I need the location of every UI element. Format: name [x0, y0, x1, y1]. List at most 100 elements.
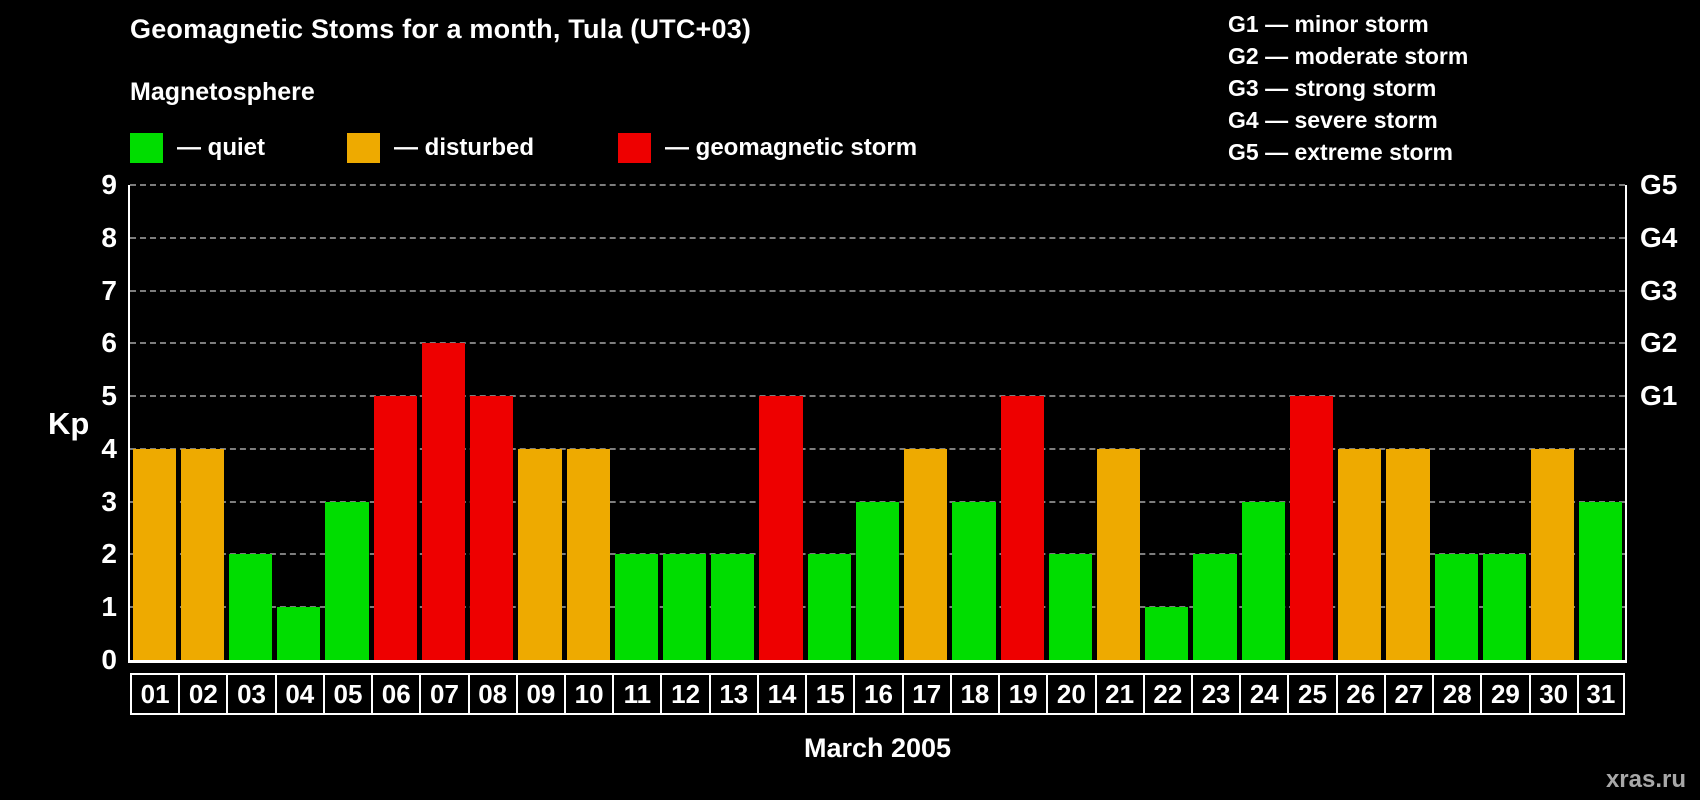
day-label-03: 03 — [226, 673, 277, 715]
day-label-07: 07 — [419, 673, 470, 715]
day-label-08: 08 — [467, 673, 518, 715]
day-label-19: 19 — [998, 673, 1049, 715]
day-label-12: 12 — [660, 673, 711, 715]
bar-day-08 — [470, 396, 514, 660]
gridline-kp-7 — [130, 289, 1625, 292]
y-tick-5: 5 — [101, 380, 117, 412]
day-label-04: 04 — [274, 673, 325, 715]
y-tick-7: 7 — [101, 274, 117, 306]
bar-day-31 — [1579, 501, 1623, 660]
day-label-17: 17 — [901, 673, 952, 715]
y-tick-9: 9 — [101, 169, 117, 200]
bar-day-13 — [711, 554, 755, 660]
day-label-02: 02 — [178, 673, 229, 715]
day-label-05: 05 — [322, 673, 374, 715]
right-tick-g4: G4 — [1640, 221, 1678, 253]
day-label-20: 20 — [1046, 673, 1097, 715]
bar-day-20 — [1048, 554, 1092, 660]
y-tick-6: 6 — [101, 327, 117, 359]
day-label-11: 11 — [612, 673, 663, 715]
bar-day-03 — [228, 554, 273, 660]
storm-scale-g5: G5 — extreme storm — [1228, 139, 1453, 165]
bar-day-17 — [904, 448, 948, 660]
day-label-13: 13 — [708, 673, 759, 715]
bar-day-25 — [1289, 396, 1334, 660]
x-axis-title: March 2005 — [803, 733, 952, 763]
legend-label-disturbed: — disturbed — [394, 134, 535, 161]
bar-day-27 — [1386, 448, 1430, 660]
storm-scale-g2: G2 — moderate storm — [1228, 43, 1469, 69]
day-label-25: 25 — [1287, 673, 1338, 715]
bar-day-29 — [1482, 554, 1527, 660]
gridline-kp-3 — [130, 500, 1625, 503]
x-axis-day-labels: 01 02 03 04 05 06 07 08 09 10 11 12 13 14 15 16 17 18 19 20… — [130, 673, 1625, 715]
bar-day-21 — [1097, 448, 1141, 660]
disturbed-color-swatch — [347, 133, 380, 163]
bar-day-22 — [1145, 607, 1189, 660]
bar-day-11 — [614, 554, 658, 660]
bar-day-23 — [1193, 554, 1237, 660]
storm-scale-g4: G4 — severe storm — [1228, 107, 1438, 133]
x-axis-line — [128, 660, 1627, 663]
gridline-kp-6 — [130, 342, 1625, 345]
day-label-18: 18 — [949, 673, 1001, 715]
right-tick-g3: G3 — [1640, 274, 1678, 306]
legend-item-storm: — geomagnetic storm — [618, 132, 917, 164]
day-label-21: 21 — [1094, 673, 1145, 715]
bar-day-04 — [277, 607, 321, 660]
storm-color-swatch — [618, 133, 651, 163]
day-label-09: 09 — [515, 673, 567, 715]
y-tick-3: 3 — [101, 485, 117, 517]
bar-day-16 — [855, 501, 900, 660]
day-label-06: 06 — [371, 673, 422, 715]
chart-title: Geomagnetic Stoms for a month, Tula (UTC… — [130, 14, 752, 44]
day-label-28: 28 — [1432, 673, 1483, 715]
right-tick-g1: G1 — [1640, 380, 1678, 412]
bar-day-14 — [759, 396, 803, 660]
y-tick-4: 4 — [101, 432, 117, 464]
day-label-10: 10 — [564, 673, 615, 715]
y-tick-1: 1 — [101, 591, 117, 623]
legend-item-disturbed: — disturbed — [347, 132, 534, 164]
bar-day-06 — [373, 396, 417, 660]
day-label-15: 15 — [805, 673, 856, 715]
storm-scale-g1: G1 — minor storm — [1228, 11, 1429, 37]
bar-day-07 — [421, 343, 466, 660]
bar-day-10 — [566, 448, 610, 660]
storm-scale-g3: G3 — strong storm — [1228, 75, 1437, 101]
right-axis-line — [1625, 185, 1627, 663]
y-axis-line — [128, 185, 130, 663]
legend-item-quiet: — quiet — [130, 132, 265, 164]
day-label-27: 27 — [1383, 673, 1435, 715]
day-label-23: 23 — [1190, 673, 1242, 715]
bar-day-15 — [807, 554, 851, 660]
day-label-29: 29 — [1480, 673, 1531, 715]
legend-heading: Magnetosphere — [130, 78, 315, 106]
plot-area: 0 1 2 3 4 5 6 7 8 9 G1 G2 G3 G4 G5 — [101, 169, 1677, 675]
bar-day-19 — [1000, 396, 1044, 660]
y-tick-0: 0 — [101, 644, 117, 675]
gridline-kp-5 — [130, 395, 1625, 398]
bar-day-18 — [952, 501, 996, 660]
gridline-kp-8 — [130, 236, 1625, 239]
legend-label-quiet: — quiet — [177, 134, 265, 161]
bar-day-05 — [325, 501, 369, 660]
day-label-30: 30 — [1528, 673, 1579, 715]
y-axis-title: Kp — [48, 406, 90, 441]
gridline-kp-4 — [130, 447, 1625, 450]
bar-day-01 — [132, 448, 176, 660]
day-label-26: 26 — [1335, 673, 1386, 715]
storm-scale-legend: G1 — minor storm G2 — moderate storm G3 … — [1228, 8, 1468, 168]
day-label-16: 16 — [853, 673, 904, 715]
bar-day-30 — [1531, 448, 1575, 660]
right-tick-g5: G5 — [1640, 169, 1678, 200]
legend-label-storm: — geomagnetic storm — [665, 134, 918, 161]
day-label-01: 01 — [130, 673, 181, 715]
bar-day-09 — [518, 448, 562, 660]
day-label-14: 14 — [756, 673, 808, 715]
day-label-22: 22 — [1142, 673, 1193, 715]
bar-day-24 — [1241, 501, 1285, 660]
right-tick-g2: G2 — [1640, 327, 1678, 359]
gridline-kp-9 — [130, 184, 1625, 186]
y-tick-8: 8 — [101, 221, 117, 253]
